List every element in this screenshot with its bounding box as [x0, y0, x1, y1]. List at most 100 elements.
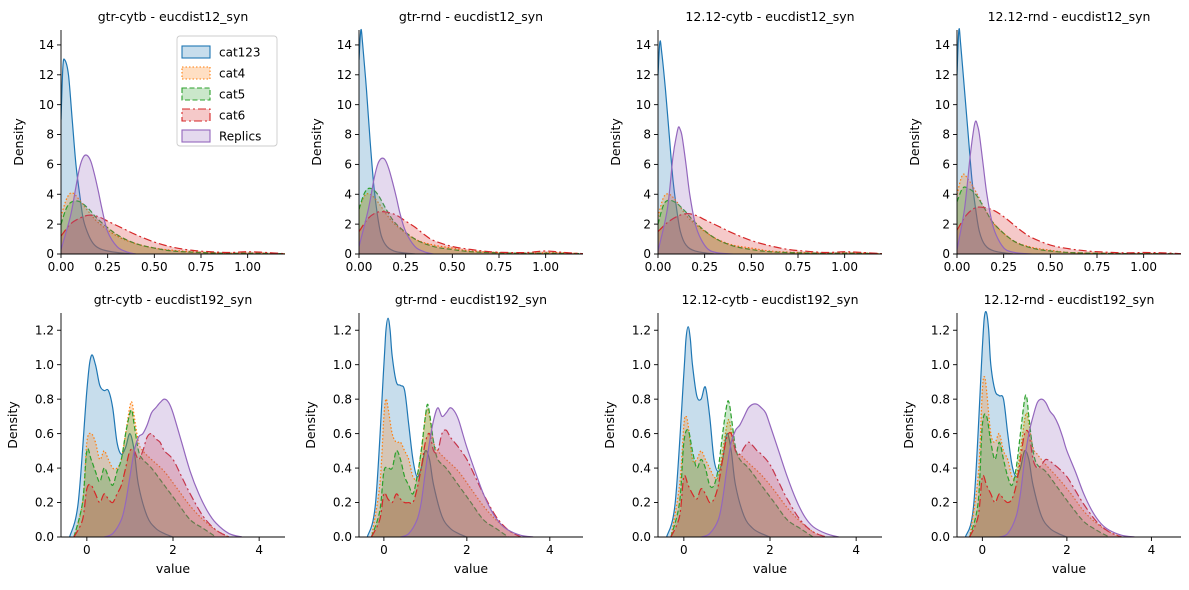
area-cat5	[359, 188, 583, 254]
panel-title: gtr-rnd - eucdist192_syn	[395, 292, 547, 307]
line-replics	[700, 403, 840, 537]
x-tick-label: 0.25	[691, 260, 718, 274]
y-tick-label: 14	[636, 38, 651, 52]
line-cat123	[359, 28, 416, 254]
x-axis-label: value	[454, 561, 488, 576]
y-tick-label: 0.6	[632, 427, 651, 441]
area-cat4	[359, 193, 583, 254]
panel-title: gtr-cytb - eucdist192_syn	[94, 292, 253, 307]
line-cat5	[359, 187, 583, 254]
y-axis-label: Density	[309, 118, 324, 166]
line-cat6	[670, 431, 827, 537]
line-cat6	[370, 429, 522, 537]
plot-area	[658, 40, 882, 254]
x-tick-label: 0.75	[486, 260, 513, 274]
area-cat6	[359, 211, 583, 254]
x-tick-label: 0.75	[785, 260, 812, 274]
y-tick-label: 0.4	[333, 461, 352, 475]
line-cat6	[359, 211, 583, 254]
y-tick-label: 10	[935, 98, 950, 112]
line-cat4	[969, 375, 1123, 537]
plot-area	[69, 354, 243, 537]
x-tick-label: 0.50	[738, 260, 765, 274]
area-cat4	[670, 416, 826, 537]
panel-1: 0.00 0.25 0.50 0.75 1.00 0 2 4 6 8 10 12 14 gtr-cytb …	[11, 9, 285, 274]
y-tick-label: 0.4	[632, 461, 651, 475]
x-tick-label: 0.75	[1084, 260, 1111, 274]
line-cat123	[69, 354, 174, 537]
y-tick-label: 0.0	[35, 530, 54, 544]
x-tick-label: 0.00	[944, 260, 971, 274]
y-tick-label: 2	[643, 217, 651, 231]
panel-2: 0.00 0.25 0.50 0.75 1.00 0 2 4 6 8 10 12 14 gtr-rnd -…	[309, 9, 583, 274]
x-tick-label: 1.00	[831, 260, 858, 274]
y-axis-label: Density	[303, 401, 318, 449]
x-tick-label: 0	[680, 543, 688, 557]
x-tick-label: 4	[852, 543, 860, 557]
y-tick-label: 1.0	[333, 358, 352, 372]
y-axis-label: Density	[11, 118, 26, 166]
legend-swatch-cat4	[181, 66, 211, 80]
line-cat123	[964, 311, 1068, 537]
x-tick-label: 2	[766, 543, 774, 557]
x-tick-label: 2	[169, 543, 177, 557]
x-tick-label: 0	[380, 543, 388, 557]
plot-area	[957, 28, 1181, 254]
line-cat123	[658, 40, 715, 254]
panel-6: 0 2 4 0.0 0.2 0.4 0.6 0.8 1.0 1.2 gtr-rnd - eucdis…	[303, 292, 583, 576]
y-tick-label: 8	[643, 128, 651, 142]
area-cat6	[670, 432, 826, 537]
y-tick-label: 1.2	[931, 323, 950, 337]
y-axis-label: Density	[608, 118, 623, 166]
area-cat5	[969, 394, 1110, 537]
plot-area	[61, 58, 285, 254]
y-tick-label: 12	[337, 68, 352, 82]
x-tick-label: 0.00	[346, 260, 373, 274]
area-replics	[957, 121, 1032, 254]
x-tick-label: 0.50	[141, 260, 168, 274]
y-tick-label: 2	[344, 217, 352, 231]
y-tick-label: 1.2	[333, 323, 352, 337]
line-cat5	[957, 186, 1181, 254]
area-cat123	[666, 326, 770, 537]
y-tick-label: 14	[39, 38, 54, 52]
plot-area	[359, 28, 583, 254]
line-cat123	[957, 28, 1014, 254]
area-replics	[104, 399, 242, 537]
line-cat4	[73, 400, 230, 537]
line-cat6	[658, 213, 882, 254]
panel-title: 12.12-rnd - eucdist192_syn	[984, 292, 1155, 307]
line-replics	[359, 157, 434, 254]
area-cat5	[957, 187, 1181, 254]
line-replics	[400, 407, 534, 537]
x-tick-label: 2	[1063, 543, 1071, 557]
panel-title: 12.12-rnd - eucdist12_syn	[988, 9, 1151, 24]
area-cat6	[73, 433, 229, 537]
x-tick-label: 0.50	[439, 260, 466, 274]
panel-4: 0.00 0.25 0.50 0.75 1.00 0 2 4 6 8 10 12 14 12.12-rnd…	[907, 9, 1181, 274]
area-cat4	[969, 376, 1122, 537]
plot-area	[666, 326, 840, 537]
area-cat4	[658, 193, 882, 254]
area-cat123	[367, 318, 467, 537]
y-tick-label: 0.4	[931, 461, 950, 475]
y-tick-label: 4	[344, 187, 352, 201]
y-tick-label: 4	[46, 187, 54, 201]
y-tick-label: 1.2	[632, 323, 651, 337]
area-replics	[658, 126, 733, 254]
x-tick-label: 0.25	[94, 260, 121, 274]
legend-frame	[176, 35, 278, 147]
line-replics	[957, 120, 1032, 254]
y-tick-label: 6	[942, 158, 950, 172]
y-tick-label: 12	[935, 68, 950, 82]
panel-5: 0 2 4 0.0 0.2 0.4 0.6 0.8 1.0 1.2 gtr-cytb - eucdi…	[5, 292, 285, 576]
legend-swatch-cat123	[181, 45, 211, 59]
x-tick-label: 0.00	[645, 260, 672, 274]
y-tick-label: 0.8	[632, 392, 651, 406]
line-cat123	[366, 317, 468, 537]
line-cat6	[61, 214, 285, 254]
y-tick-label: 0.8	[35, 392, 54, 406]
y-axis-label: Density	[5, 401, 20, 449]
y-tick-label: 0.0	[632, 530, 651, 544]
